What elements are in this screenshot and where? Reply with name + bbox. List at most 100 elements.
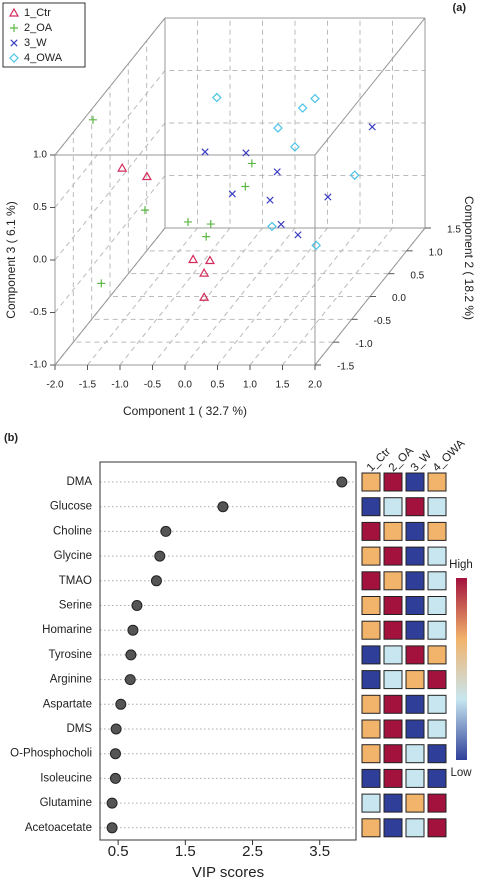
heatmap-cell [361,521,381,541]
category-label: TMAO [59,575,92,587]
dot [131,600,143,611]
heatmap-cell [361,818,381,838]
column-label: 1_Ctr [365,446,393,474]
category-label: DMA [66,476,92,488]
data-point [290,142,300,152]
x-tick-label: 1.0 [243,380,257,391]
legend-marker [9,53,19,63]
category-label: Choline [53,525,92,537]
heatmap-cell [383,768,403,788]
x-tick-label: 0.5 [108,843,129,860]
data-point [199,267,210,277]
heatmap-cell [405,521,425,541]
x-tick-label: -1.0 [111,380,129,391]
y-tick-label: 1.5 [447,225,461,236]
heatmap-cell [405,670,425,690]
heatmap-cell [427,571,447,591]
data-point [310,93,320,104]
data-point [324,193,332,201]
grid-line [127,63,389,275]
heatmap-cell [361,620,381,640]
dot [110,723,122,735]
heatmap-cell [427,670,447,690]
heatmap-cell [427,596,447,615]
data-point [88,115,97,124]
colorbar-label: High [449,559,473,571]
legend-marker [10,24,18,32]
heatmap-cell [427,694,447,714]
heatmap-cell [405,793,425,813]
heatmap-cell [383,546,403,566]
data-point [266,196,274,204]
dot [336,476,348,488]
z-axis-title: Component 3 ( 6.1 %) [4,201,18,318]
box-edge [314,17,426,156]
heatmap-cell [361,744,381,764]
dot [115,698,127,710]
dot [160,525,172,537]
dot [109,772,121,784]
data-point [242,149,250,157]
category-label: Aspartate [43,698,92,710]
x-tick-label: 0.0 [178,380,192,391]
heatmap-cell [361,472,381,492]
x-tick-label: -1.5 [79,380,97,391]
y-tick-label: -0.5 [374,316,392,327]
y-tick-label: -1.5 [337,362,355,373]
dot [109,748,121,760]
x-tick-label: 0.5 [211,380,225,391]
dot [124,674,136,686]
data-point [117,162,128,172]
heatmap-cell [405,596,425,615]
x-tick-label: 2.5 [242,843,263,860]
heatmap-cell [383,645,403,665]
category-label: Isoleucine [40,772,92,784]
data-point [349,170,360,181]
box-edge [54,17,166,156]
panel-label: (a) [453,2,467,14]
x-tick-label: -0.5 [144,380,162,391]
data-point [201,148,209,156]
dot [150,575,162,587]
x-tick-label: 3.5 [309,843,330,860]
category-label: Acetoacetate [25,822,92,834]
colorbar [456,578,467,760]
category-label: Glutamine [40,797,92,809]
heatmap-cell [383,472,403,492]
y-tick-label: -1.0 [355,339,373,350]
z-tick-label: -0.5 [30,307,48,318]
dot [127,624,139,636]
heatmap-cell [383,521,403,541]
data-point [212,92,222,103]
data-point [228,190,236,198]
heatmap-cell [361,497,381,517]
heatmap-cell [383,694,403,714]
heatmap-cell [361,768,381,788]
category-label: DMS [66,723,92,735]
data-point [368,123,376,131]
plot-frame [99,461,357,841]
z-tick-label: -1.0 [30,360,48,371]
heatmap-cell [405,694,425,714]
category-label: Tyrosine [49,649,92,661]
heatmap-cell [383,596,403,615]
x-axis-title: Component 1 ( 32.7 %) [123,404,247,418]
grid-line [91,109,352,320]
heatmap-cell [427,744,447,764]
heatmap-cell [405,620,425,640]
legend-marker [10,39,18,47]
data-point [97,279,106,288]
dot [106,822,118,834]
data-point [294,231,302,239]
dot [217,501,229,513]
heatmap-cell [383,497,403,517]
dot [154,550,166,562]
heatmap-cell [361,546,381,566]
data-point [297,103,308,113]
heatmap-cell [361,719,381,739]
heatmap-cell [361,645,381,665]
heatmap-cell [405,818,425,838]
y-tick-label: 0.5 [410,270,424,281]
heatmap-cell [383,620,403,640]
